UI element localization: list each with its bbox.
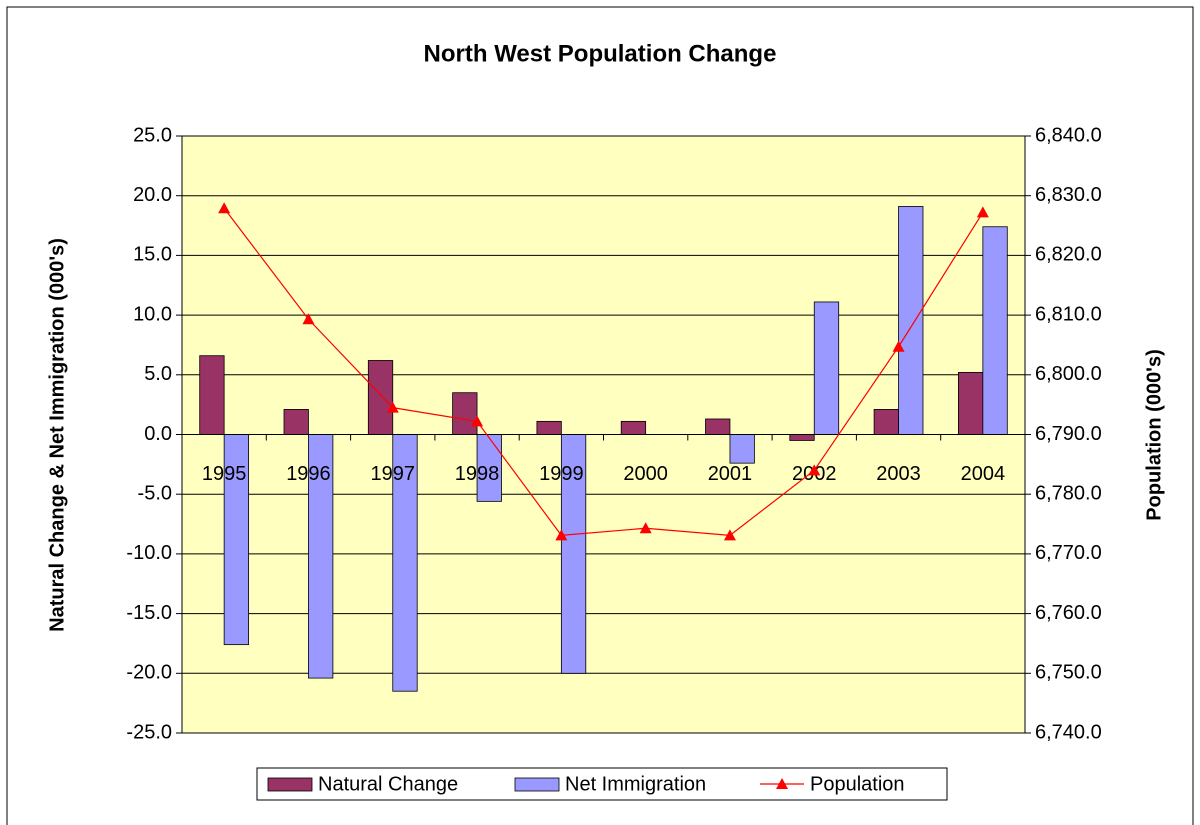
bar: [536, 420, 562, 435]
legend-swatch: [267, 777, 313, 792]
marker: [218, 202, 231, 214]
y-tick-label: -5.0: [138, 482, 172, 504]
bar: [705, 418, 731, 435]
y-tick-label: -25.0: [126, 721, 172, 743]
x-tick-label: 2003: [876, 463, 921, 485]
y-tick-label: 15.0: [133, 244, 172, 266]
legend-marker: [776, 778, 788, 789]
y-tick-label: 0.0: [144, 423, 172, 445]
x-tick-label: 1998: [455, 463, 500, 485]
y-tick-label: -10.0: [126, 542, 172, 564]
bar: [620, 420, 647, 435]
marker: [976, 206, 989, 218]
bar: [729, 434, 755, 464]
y2-tick-label: 6,820.0: [1035, 244, 1102, 266]
marker: [555, 529, 568, 541]
x-tick-label: 2004: [961, 463, 1006, 485]
bar: [982, 226, 1008, 435]
y-tick-label: -20.0: [126, 662, 172, 684]
line: [223, 207, 984, 537]
y-tick-label: 25.0: [133, 124, 172, 146]
y-tick-label: -15.0: [126, 602, 172, 624]
legend-label: Net Immigration: [565, 773, 706, 795]
y2-tick-label: 6,790.0: [1035, 423, 1102, 445]
x-tick-label: 1999: [539, 463, 584, 485]
y2-tick-label: 6,750.0: [1035, 662, 1102, 684]
y2-tick-label: 6,780.0: [1035, 482, 1102, 504]
marker: [892, 340, 905, 352]
legend-swatch: [514, 777, 560, 792]
bar: [308, 434, 334, 679]
x-tick-label: 2000: [623, 463, 668, 485]
y-tick-label: 10.0: [133, 303, 172, 325]
chart-title: North West Population Change: [424, 40, 777, 67]
y2-tick-label: 6,760.0: [1035, 602, 1102, 624]
bar: [873, 409, 899, 435]
y-tick-label: 5.0: [144, 363, 172, 385]
marker: [386, 401, 399, 413]
legend-label: Natural Change: [318, 773, 458, 795]
legend-label: Population: [810, 773, 905, 795]
y-axis-title: Natural Change & Net Immigration (000's): [46, 238, 68, 632]
marker: [471, 415, 484, 427]
marker: [808, 464, 821, 476]
y-tick-label: 20.0: [133, 184, 172, 206]
legend: [256, 767, 948, 801]
bar: [813, 301, 840, 435]
x-tick-label: 1997: [371, 463, 416, 485]
bar: [199, 355, 225, 435]
bar: [789, 434, 815, 441]
bar: [452, 392, 478, 435]
bar: [476, 434, 502, 502]
y2-tick-label: 6,740.0: [1035, 721, 1102, 743]
bar: [223, 434, 249, 646]
bar: [283, 409, 309, 435]
bar: [560, 434, 587, 674]
y2-tick-label: 6,840.0: [1035, 124, 1102, 146]
bar: [898, 206, 924, 435]
y2-axis-title: Population (000's): [1143, 349, 1165, 520]
y2-tick-label: 6,800.0: [1035, 363, 1102, 385]
bar: [367, 360, 394, 435]
y2-tick-label: 6,830.0: [1035, 184, 1102, 206]
y2-tick-label: 6,770.0: [1035, 542, 1102, 564]
bar: [958, 372, 984, 435]
x-tick-label: 2001: [708, 463, 753, 485]
marker: [639, 522, 652, 534]
x-tick-label: 1996: [286, 463, 331, 485]
marker: [302, 313, 315, 325]
y2-tick-label: 6,810.0: [1035, 303, 1102, 325]
marker: [723, 529, 736, 541]
x-tick-label: 1995: [202, 463, 247, 485]
